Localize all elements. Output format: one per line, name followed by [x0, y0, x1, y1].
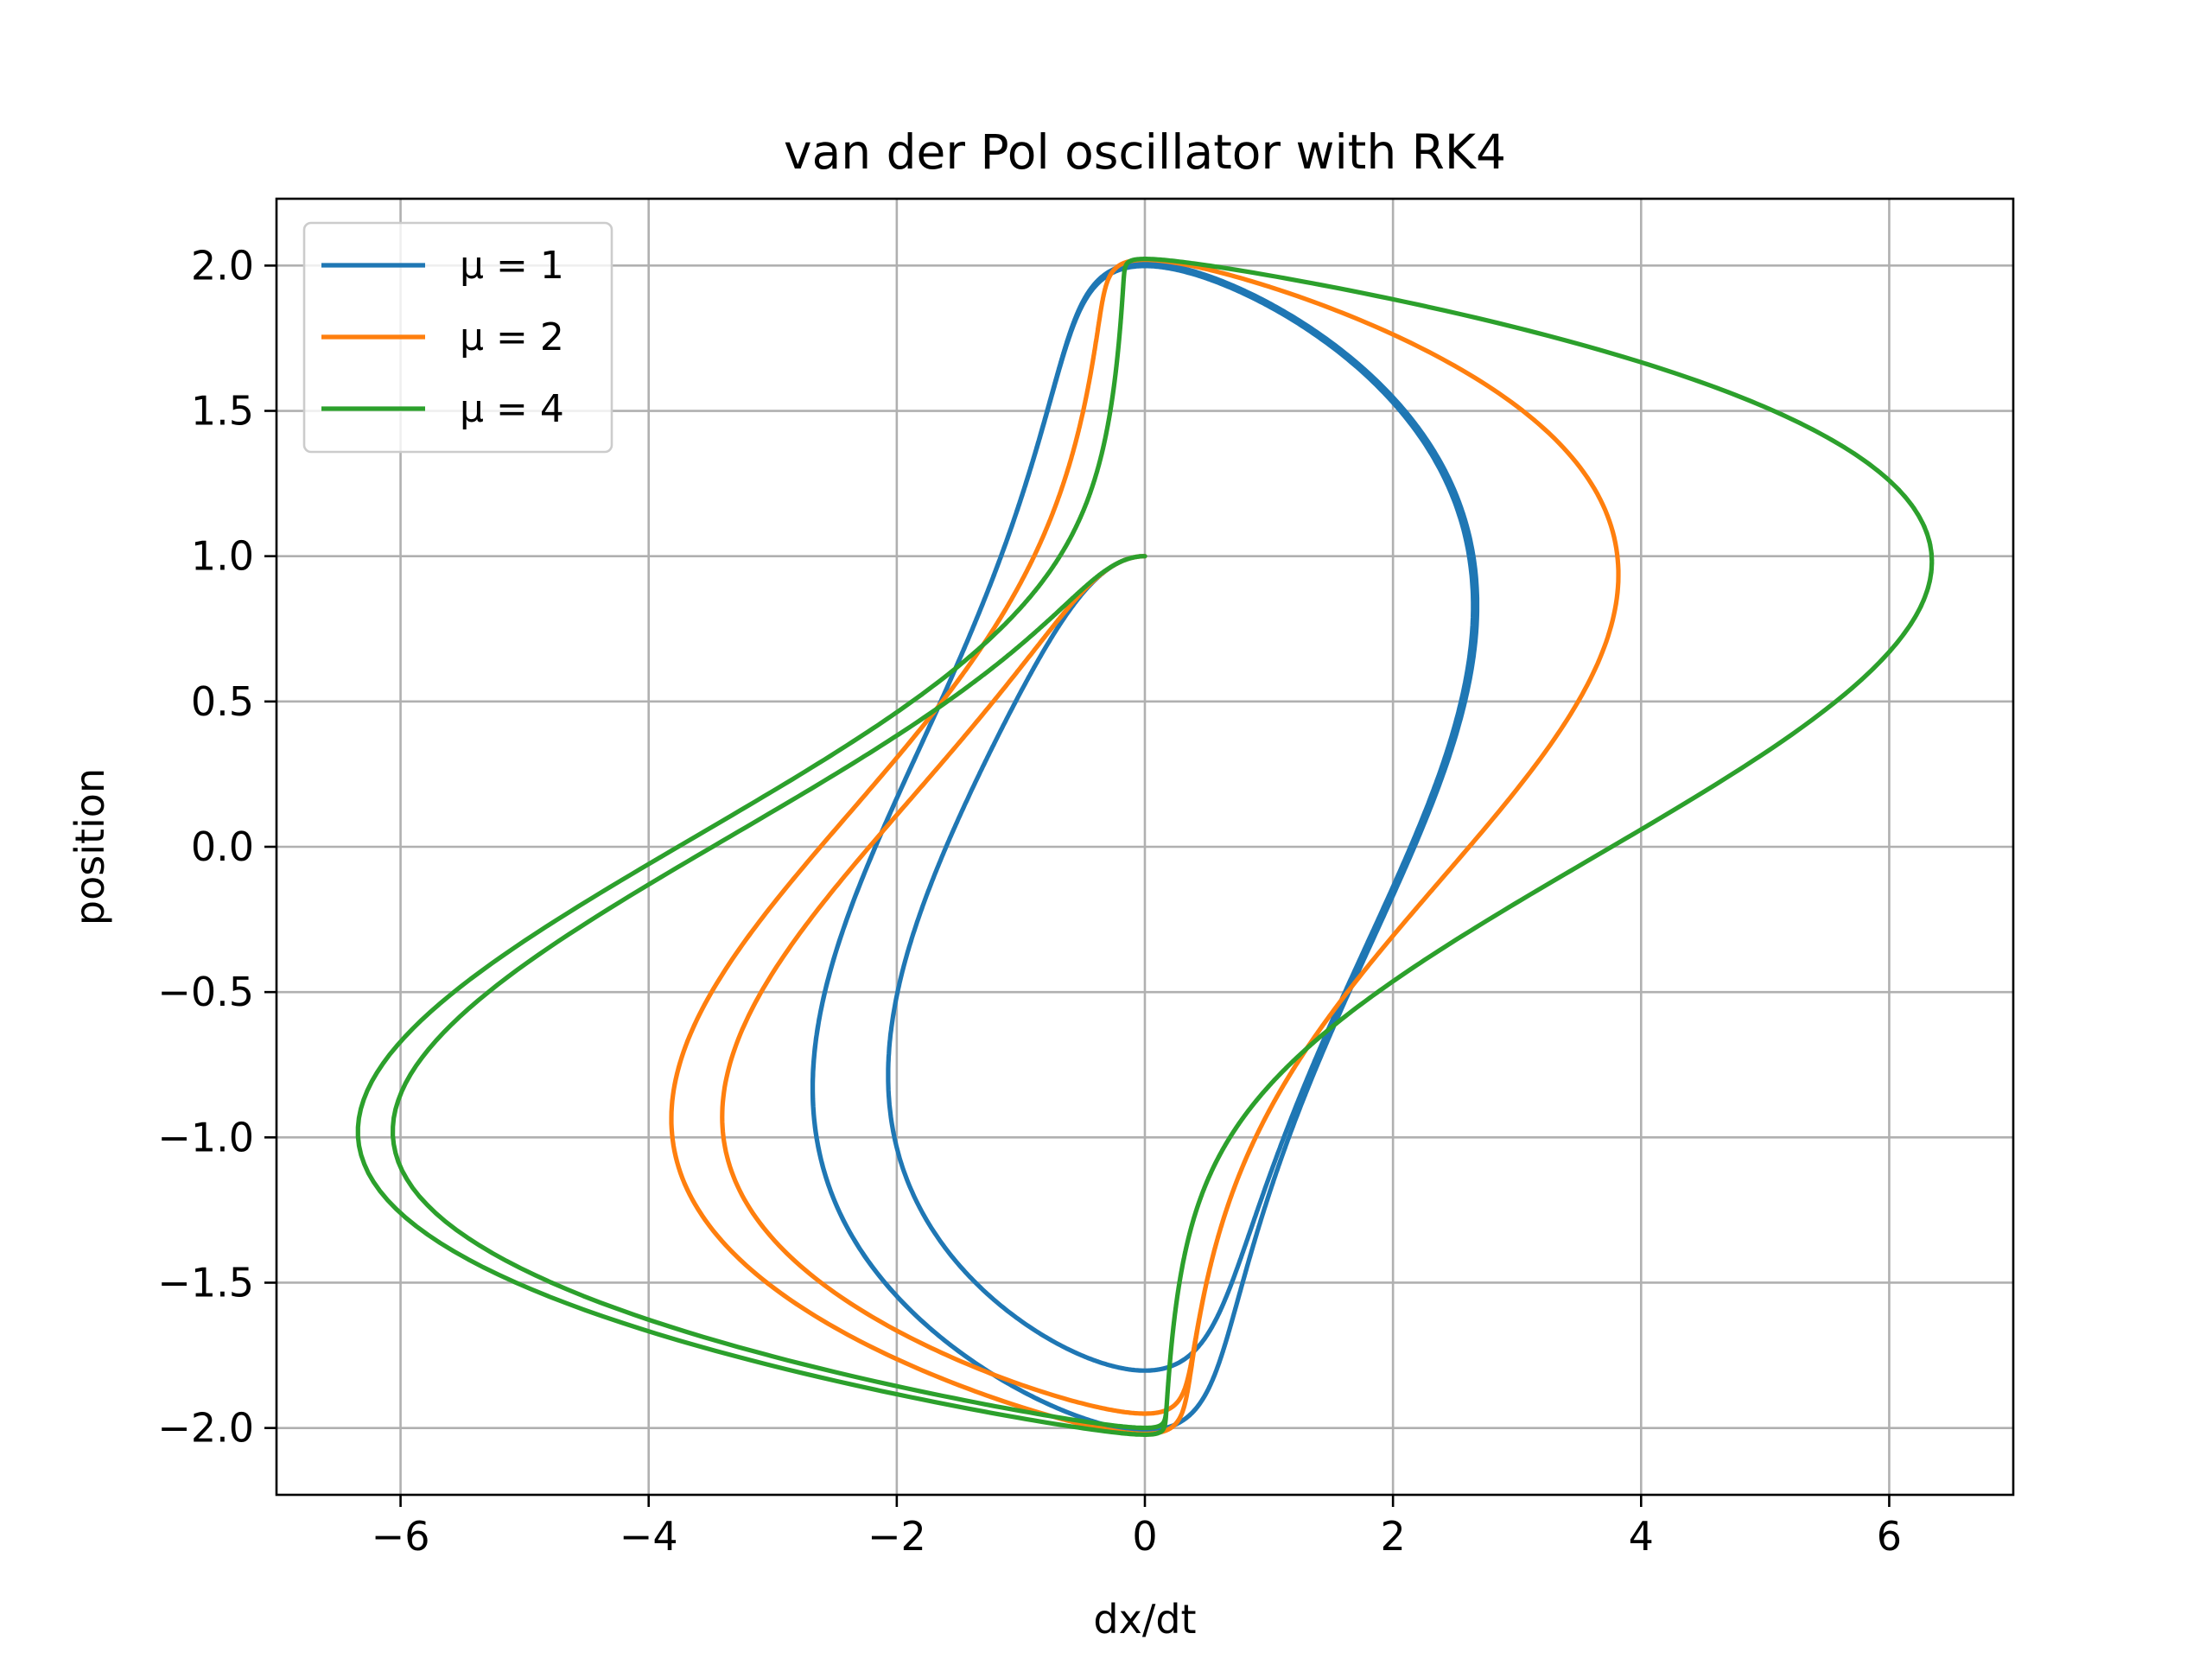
series-line-mu-1 — [810, 260, 1480, 1433]
x-tick-label: 0 — [1132, 1513, 1157, 1560]
x-tick-label: 6 — [1877, 1513, 1902, 1560]
y-tick-label: −1.0 — [157, 1114, 254, 1160]
legend-label-mu-1: μ = 1 — [460, 244, 564, 288]
x-tick-label: −6 — [372, 1513, 430, 1560]
y-axis-label: position — [67, 768, 113, 925]
legend-box — [302, 221, 613, 454]
chart-title: van der Pol oscillator with RK4 — [784, 124, 1506, 180]
legend: μ = 1 μ = 2 μ = 4 — [302, 221, 613, 454]
y-tick-label: −0.5 — [157, 969, 254, 1015]
y-tick-label: −2.0 — [157, 1405, 254, 1452]
x-tick-label: −2 — [868, 1513, 926, 1560]
legend-label-mu-2: μ = 2 — [460, 315, 564, 359]
y-tick-label: 2.0 — [191, 242, 254, 289]
series-line-mu-2 — [669, 257, 1621, 1436]
series-line-mu-4 — [355, 257, 1935, 1437]
y-tick-label: 0.5 — [191, 678, 254, 725]
x-tick-label: 2 — [1381, 1513, 1406, 1560]
x-tick-label: 4 — [1629, 1513, 1654, 1560]
y-tick-label: −1.5 — [157, 1259, 254, 1306]
series-lines — [355, 257, 1935, 1437]
y-tick-label: 1.5 — [191, 388, 254, 435]
y-tick-label: 1.0 — [191, 533, 254, 580]
y-axis: −2.0 −1.5 −1.0 −0.5 0.0 0.5 1.0 1.5 2.0 — [157, 242, 276, 1452]
x-tick-label: −4 — [620, 1513, 678, 1560]
x-axis: −6 −4 −2 0 2 4 6 — [372, 1495, 1902, 1560]
x-axis-label: dx/dt — [1093, 1596, 1196, 1643]
y-tick-label: 0.0 — [191, 823, 254, 870]
legend-label-mu-4: μ = 4 — [460, 387, 564, 431]
